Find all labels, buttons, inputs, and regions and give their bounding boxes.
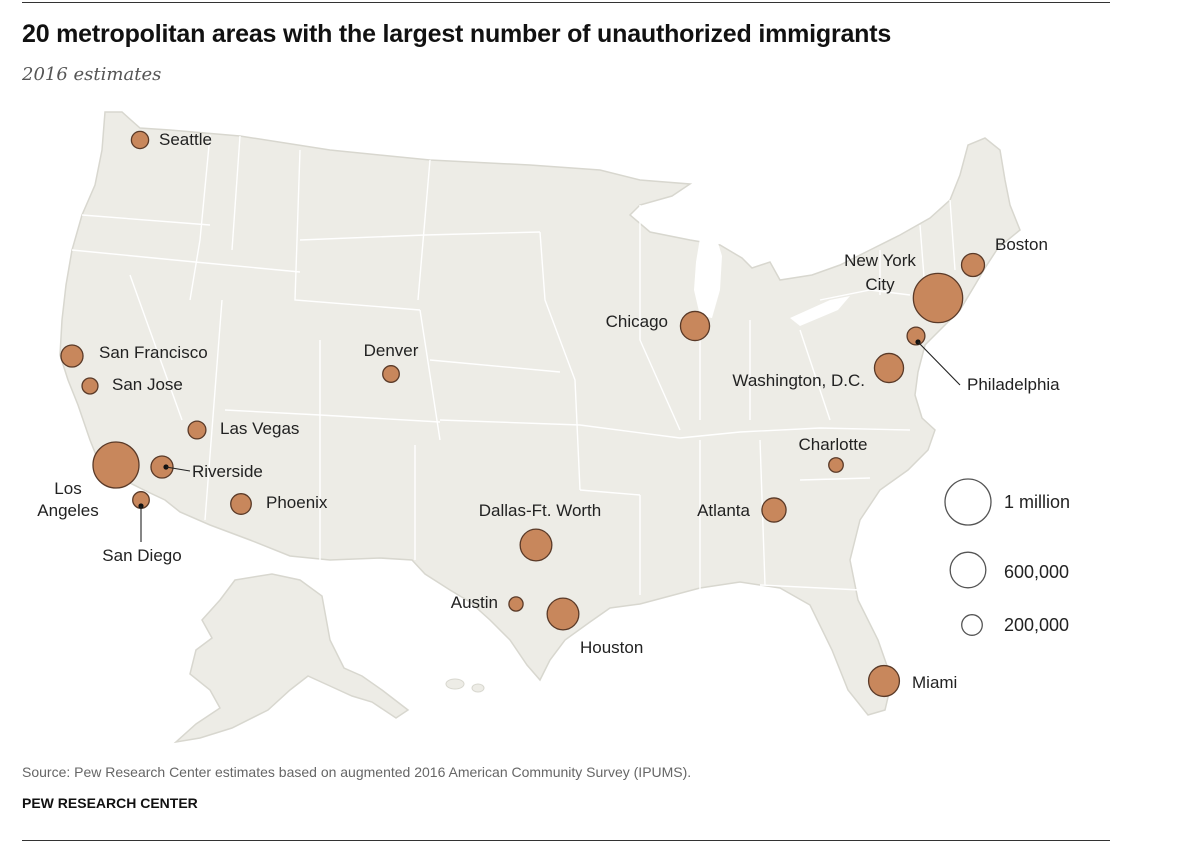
- alaska-shape: [173, 573, 410, 744]
- metro-label-line: San Francisco: [99, 343, 208, 362]
- metro-bubble-riverside: [150, 455, 174, 479]
- metro-label-line: Washington, D.C.: [732, 371, 865, 390]
- metro-bubble-washington-d-c: [873, 352, 905, 384]
- metro-label-line: Phoenix: [266, 493, 328, 512]
- metro-label: New York City: [844, 251, 916, 294]
- metro-label-line: Los: [54, 479, 81, 498]
- size-legend: 1 million 600,000 200,000: [944, 478, 1070, 636]
- metro-label: Washington, D.C.: [732, 371, 865, 390]
- metro-bubble-austin: [508, 596, 524, 612]
- leader-line: [917, 341, 961, 386]
- metro-label: San Francisco: [99, 343, 208, 362]
- metro-label-line: Philadelphia: [967, 375, 1060, 394]
- state-borders: [71, 134, 956, 595]
- top-rule: [22, 2, 1110, 3]
- metro-bubble-new-york-city: [912, 272, 964, 324]
- legend-circle: [944, 478, 992, 526]
- bottom-rule: [22, 840, 1110, 841]
- metro-label: Austin: [451, 593, 498, 612]
- metro-label-line: San Diego: [102, 546, 181, 565]
- metro-bubble-seattle: [130, 130, 150, 150]
- lake-michigan: [694, 236, 722, 318]
- metro-label: Seattle: [159, 130, 212, 149]
- metro-label-line: Dallas-Ft. Worth: [479, 501, 602, 520]
- metro-label: Denver: [364, 341, 419, 360]
- metro-label: Phoenix: [266, 493, 328, 512]
- metro-label: Charlotte: [799, 435, 868, 454]
- metro-bubble-charlotte: [828, 457, 844, 473]
- legend-label: 1 million: [1004, 492, 1070, 512]
- metro-label-line: San Jose: [112, 375, 183, 394]
- metro-label-line: Atlanta: [697, 501, 750, 520]
- metro-label: Los Angeles: [37, 479, 98, 520]
- metro-label: Las Vegas: [220, 419, 299, 438]
- metro-label-line: City: [865, 275, 895, 294]
- metro-label: San Jose: [112, 375, 183, 394]
- land-layer: [59, 111, 1021, 744]
- metro-bubble-philadelphia: [906, 326, 926, 346]
- legend-label: 200,000: [1004, 615, 1069, 635]
- leader-line: [165, 466, 191, 472]
- source-note: Source: Pew Research Center estimates ba…: [22, 764, 692, 780]
- legend-label: 600,000: [1004, 562, 1069, 582]
- leader-lines: [138, 339, 961, 542]
- metro-label-line: Denver: [364, 341, 419, 360]
- credit-line: PEW RESEARCH CENTER: [22, 795, 198, 811]
- metro-label-line: Las Vegas: [220, 419, 299, 438]
- metro-bubble-chicago: [679, 310, 711, 342]
- metro-label: Dallas-Ft. Worth: [479, 501, 602, 520]
- metro-label-line: Angeles: [37, 501, 98, 520]
- metro-label-line: Boston: [995, 235, 1048, 254]
- lake-superior: [660, 200, 760, 228]
- legend-circle: [961, 614, 983, 636]
- metro-label: Chicago: [606, 312, 668, 331]
- metro-label: Boston: [995, 235, 1048, 254]
- metro-labels: Seattle San Francisco San Jose Las Vegas Los…: [37, 130, 1060, 692]
- metro-bubble-atlanta: [761, 497, 787, 523]
- metro-label-line: Chicago: [606, 312, 668, 331]
- metro-bubble-san-francisco: [60, 344, 84, 368]
- metro-bubble-phoenix: [230, 493, 252, 515]
- metro-label: Philadelphia: [967, 375, 1060, 394]
- hawaii-island: [445, 678, 465, 690]
- metro-label-line: Houston: [580, 638, 643, 657]
- metro-label-line: Seattle: [159, 130, 212, 149]
- metro-bubble-san-jose: [81, 377, 99, 395]
- chart-title: 20 metropolitan areas with the largest n…: [22, 20, 892, 48]
- metro-bubble-boston: [960, 252, 986, 278]
- chart-subtitle: 2016 estimates: [22, 64, 162, 85]
- legend-circle: [949, 551, 987, 589]
- metro-label: San Diego: [102, 546, 181, 565]
- metro-label: Houston: [580, 638, 643, 657]
- metro-bubble-las-vegas: [187, 420, 207, 440]
- lake-erie: [790, 296, 850, 326]
- metro-bubble-miami: [867, 664, 901, 698]
- metro-label-line: Miami: [912, 673, 957, 692]
- metro-label-line: Charlotte: [799, 435, 868, 454]
- metro-bubbles: [60, 130, 986, 698]
- metro-bubble-houston: [546, 597, 580, 631]
- metro-bubble-dallas-ft-worth: [519, 528, 553, 562]
- metro-bubble-los-angeles: [92, 441, 140, 489]
- metro-label: Atlanta: [697, 501, 750, 520]
- metro-label: Miami: [912, 673, 957, 692]
- metro-label-line: Austin: [451, 593, 498, 612]
- hawaii-island: [471, 683, 485, 693]
- metro-label-line: New York: [844, 251, 916, 270]
- metro-label-line: Riverside: [192, 462, 263, 481]
- metro-label: Riverside: [192, 462, 263, 481]
- metro-bubble-denver: [382, 365, 400, 383]
